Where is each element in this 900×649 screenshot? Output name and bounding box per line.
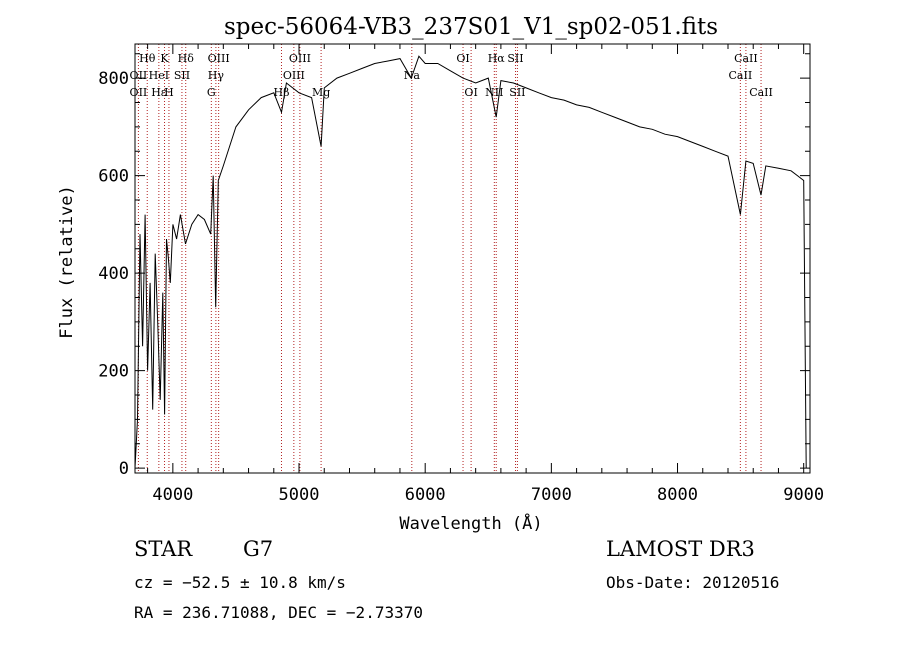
spectral-line-label: OII <box>130 86 148 99</box>
x-tick-label: 9000 <box>783 485 824 505</box>
spectral-line-label: HeI <box>149 69 169 82</box>
y-tick-label: 400 <box>98 264 129 284</box>
y-tick-label: 600 <box>98 167 129 187</box>
spectral-line-label: CaII <box>734 52 758 65</box>
y-tick-label: 200 <box>98 362 129 382</box>
spectral-line-label: SII <box>174 69 190 82</box>
spectral-line-label: K <box>160 52 169 65</box>
x-tick-label: 7000 <box>531 485 572 505</box>
spectral-line-markers <box>137 44 762 473</box>
chart-title: spec-56064-VB3_237S01_V1_sp02-051.fits <box>224 14 718 40</box>
spectral-line-label: G <box>207 86 216 99</box>
y-tick-label: 800 <box>98 69 129 89</box>
spectral-line-label: OI <box>456 52 469 65</box>
spectral-line-label: NII <box>485 86 503 99</box>
survey-name: LAMOST DR3 <box>606 537 755 561</box>
x-tick-label: 8000 <box>657 485 698 505</box>
plot-frame <box>134 43 811 474</box>
x-axis-label: Wavelength (Å) <box>399 512 542 534</box>
spectral-line-label: OIII <box>289 52 311 65</box>
y-axis-ticks: 0 200 400 600 800 <box>98 53 810 479</box>
spectral-line-label: CaII <box>749 86 773 99</box>
flux-series-line <box>134 55 807 469</box>
x-tick-label: 5000 <box>279 485 320 505</box>
spectral-line-label: Hθ <box>139 52 156 65</box>
spectral-line-label: OIII <box>283 69 305 82</box>
spectral-line-label: Hβ <box>274 86 290 99</box>
spectral-line-label: SII <box>507 52 523 65</box>
spectral-line-label: CaII <box>729 69 753 82</box>
spectral-line-label: Na <box>404 69 421 82</box>
x-tick-label: 6000 <box>405 485 446 505</box>
spectral-class: G7 <box>243 537 274 561</box>
x-axis-ticks: 4000 5000 6000 7000 8000 9000 <box>147 44 824 505</box>
observation-date: Obs-Date: 20120516 <box>606 573 780 592</box>
spectral-line-label: OI <box>464 86 477 99</box>
spectral-line-label: OIII <box>208 52 230 65</box>
spectral-line-label: Hδ <box>178 52 195 65</box>
object-type: STAR <box>134 537 193 561</box>
x-tick-label: 4000 <box>152 485 193 505</box>
spectral-line-label: SII <box>509 86 525 99</box>
coordinates: RA = 236.71088, DEC = −2.73370 <box>134 603 423 622</box>
y-axis-label: Flux (relative) <box>57 185 77 339</box>
spectral-line-label: Mg <box>312 86 330 99</box>
spectral-line-label: OII <box>130 69 148 82</box>
redshift-velocity: cz = −52.5 ± 10.8 km/s <box>134 573 346 592</box>
spectral-line-label: Hα <box>488 52 506 65</box>
spectral-line-label: Hγ <box>208 69 225 82</box>
spectral-line-label: Hε <box>151 86 167 99</box>
spectral-line-label: H <box>164 86 174 99</box>
y-tick-label: 0 <box>119 459 129 479</box>
